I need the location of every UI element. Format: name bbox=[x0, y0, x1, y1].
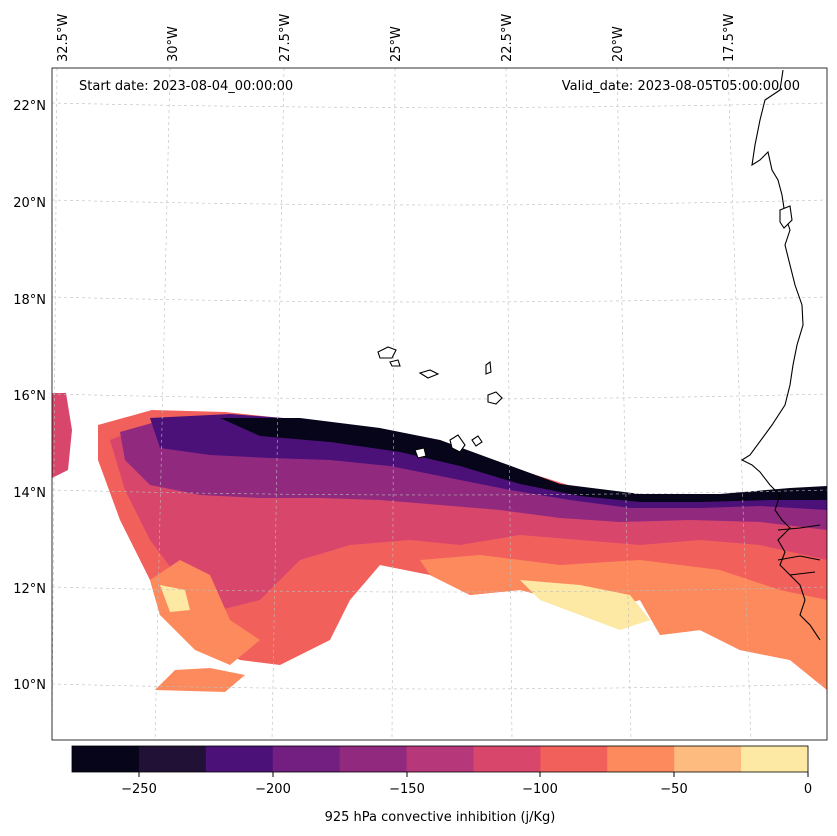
colorbar-tick-label: −100 bbox=[522, 782, 558, 797]
longitude-labels: 32.5°W 30°W 27.5°W 25°W 22.5°W 20°W 17.5… bbox=[56, 14, 737, 62]
colorbar: −250 −200 −150 −100 −50 0 925 hPa convec… bbox=[71, 745, 812, 825]
cape-verde-island-6 bbox=[449, 434, 466, 453]
colorbar-tick-label: −150 bbox=[389, 782, 425, 797]
colorbar-swatch bbox=[272, 746, 341, 772]
map-plot-area bbox=[52, 68, 827, 740]
lon-label-30w: 30°W bbox=[166, 26, 181, 62]
lat-label-12n: 12°N bbox=[13, 582, 46, 597]
colorbar-ticks: −250 −200 −150 −100 −50 0 bbox=[121, 772, 812, 797]
colorbar-tick-label: −50 bbox=[660, 782, 687, 797]
valid-date-label: Valid_date: 2023-08-05T05:00:00.00 bbox=[562, 79, 800, 94]
lon-label-27-5w: 27.5°W bbox=[278, 14, 293, 62]
colorbar-swatch bbox=[674, 746, 742, 772]
colorbar-swatch bbox=[406, 746, 474, 772]
cape-verde-island-5 bbox=[487, 391, 503, 405]
lat-label-16n: 16°N bbox=[13, 389, 46, 404]
cape-verde-island-1 bbox=[377, 346, 397, 359]
latitude-labels: 22°N 20°N 18°N 16°N 14°N 12°N 10°N bbox=[13, 99, 46, 693]
colorbar-tick-label: −250 bbox=[121, 782, 157, 797]
colorbar-swatch bbox=[607, 746, 675, 772]
canary-island bbox=[779, 205, 793, 229]
colorbar-tick-label: −200 bbox=[255, 782, 291, 797]
colorbar-swatch bbox=[741, 746, 809, 772]
colorbar-swatch bbox=[473, 746, 541, 772]
lon-label-32-5w: 32.5°W bbox=[56, 14, 71, 62]
cape-verde-island-2 bbox=[389, 359, 401, 367]
colorbar-swatch bbox=[72, 746, 140, 772]
lon-label-20w: 20°W bbox=[611, 26, 626, 62]
cape-verde-island-7 bbox=[471, 435, 483, 447]
cape-verde-island-3 bbox=[418, 369, 440, 379]
colorbar-swatch bbox=[540, 746, 608, 772]
lat-label-10n: 10°N bbox=[13, 678, 46, 693]
cin-band-west-edge bbox=[52, 393, 72, 478]
map-frame bbox=[51, 67, 828, 741]
coastline bbox=[377, 69, 821, 641]
lat-label-20n: 20°N bbox=[13, 196, 46, 211]
senegal-river-coast bbox=[777, 524, 821, 576]
lat-label-22n: 22°N bbox=[13, 99, 46, 114]
colorbar-swatch bbox=[138, 746, 207, 772]
cape-verde-island-8 bbox=[414, 447, 427, 459]
cin-band-extreme bbox=[220, 418, 827, 502]
colorbar-frame bbox=[71, 745, 809, 773]
colorbar-swatches bbox=[72, 746, 809, 772]
lon-label-22-5w: 22.5°W bbox=[500, 14, 515, 62]
colorbar-swatch bbox=[339, 746, 408, 772]
lat-label-18n: 18°N bbox=[13, 293, 46, 308]
cin-contour-field bbox=[52, 393, 827, 692]
colorbar-title: 925 hPa convective inhibition (j/Kg) bbox=[325, 810, 556, 825]
cin-band-south-tail bbox=[155, 668, 245, 692]
lat-label-14n: 14°N bbox=[13, 486, 46, 501]
lon-label-25w: 25°W bbox=[389, 26, 404, 62]
start-date-label: Start date: 2023-08-04_00:00:00 bbox=[79, 79, 293, 94]
cape-verde-island-4 bbox=[485, 360, 492, 375]
colorbar-tick-label: 0 bbox=[804, 782, 812, 797]
graticule bbox=[52, 68, 827, 740]
cin-band-weak bbox=[150, 555, 827, 690]
colorbar-swatch bbox=[205, 746, 274, 772]
africa-coastline bbox=[740, 69, 821, 641]
lon-label-17-5w: 17.5°W bbox=[722, 14, 737, 62]
